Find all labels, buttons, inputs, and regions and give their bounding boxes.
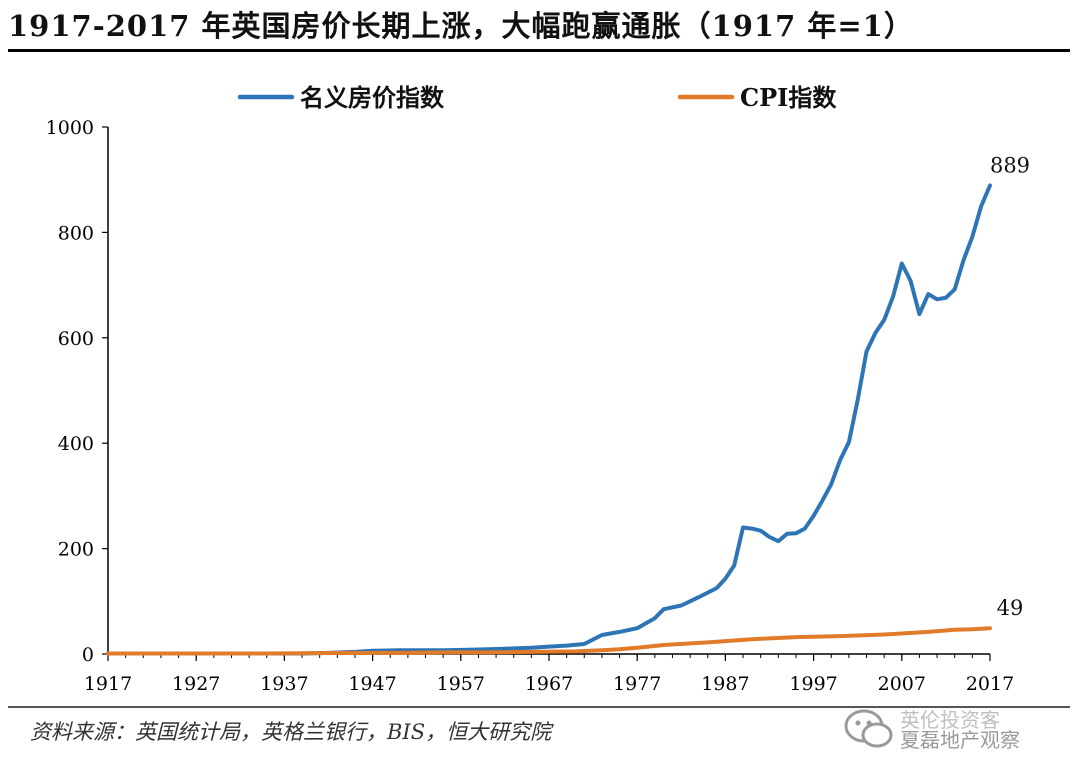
footer-rule bbox=[8, 706, 1070, 708]
source-note: 资料来源：英国统计局，英格兰银行，BIS，恒大研究院 bbox=[30, 720, 552, 744]
x-tick-label: 1957 bbox=[437, 673, 485, 695]
series-line-house-price bbox=[106, 183, 992, 656]
watermark-line2: 夏磊地产观察 bbox=[900, 728, 1020, 752]
end-labels: 889 49 bbox=[990, 153, 1030, 620]
x-tick-label: 1927 bbox=[172, 673, 220, 695]
legend: 名义房价指数 CPI指数 bbox=[237, 83, 837, 112]
y-tick-label: 600 bbox=[58, 328, 94, 350]
x-tick-label: 1997 bbox=[789, 673, 837, 695]
y-tick-label: 200 bbox=[58, 539, 94, 561]
title-rule bbox=[8, 49, 1070, 52]
y-tick-label: 800 bbox=[58, 222, 94, 244]
x-tick-label: 1937 bbox=[260, 673, 308, 695]
watermark: 英伦投资客 夏磊地产观察 bbox=[842, 700, 1074, 756]
series-lines bbox=[106, 183, 992, 656]
y-axis: 0 200 400 600 800 1000 bbox=[46, 117, 109, 666]
y-tick-label: 400 bbox=[58, 433, 94, 455]
x-tick-label: 2007 bbox=[878, 673, 926, 695]
y-tick-label: 0 bbox=[82, 644, 94, 666]
end-value-label: 49 bbox=[997, 596, 1024, 620]
chart-title: 1917-2017 年英国房价长期上涨，大幅跑赢通胀（1917 年=1） bbox=[8, 9, 914, 43]
wechat-icon bbox=[844, 709, 893, 748]
x-tick-label: 2017 bbox=[966, 673, 1014, 695]
y-tick-label: 1000 bbox=[46, 117, 94, 139]
x-tick-label: 1967 bbox=[525, 673, 573, 695]
watermark-line1: 英伦投资客 bbox=[900, 708, 1000, 732]
x-tick-label: 1977 bbox=[613, 673, 661, 695]
end-value-label: 889 bbox=[990, 153, 1030, 177]
x-tick-label: 1917 bbox=[84, 673, 132, 695]
x-tick-label: 1987 bbox=[701, 673, 749, 695]
legend-label: CPI指数 bbox=[740, 83, 837, 112]
x-tick-label: 1947 bbox=[348, 673, 396, 695]
x-axis: 1917 1927 1937 1947 1957 1967 1977 1987 1997 2007… bbox=[84, 653, 1014, 695]
legend-label: 名义房价指数 bbox=[300, 83, 445, 112]
series-line-cpi bbox=[106, 626, 992, 656]
